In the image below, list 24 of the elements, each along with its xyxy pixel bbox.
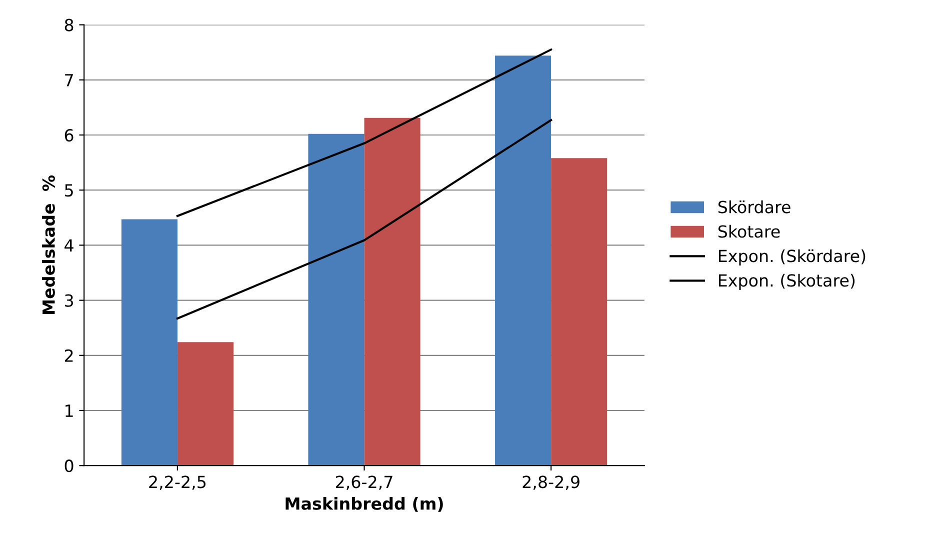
y-tick-label: 0 bbox=[64, 460, 74, 472]
y-tick-label: 8 bbox=[64, 18, 74, 32]
y-axis-title: Medelskade % bbox=[42, 175, 55, 314]
bar bbox=[495, 56, 552, 466]
bar bbox=[364, 118, 420, 466]
y-tick-label: 7 bbox=[65, 74, 73, 86]
y-tick-label: 4 bbox=[64, 239, 74, 252]
legend-label: Expon. (Skördare) bbox=[718, 249, 866, 266]
y-tick-label: 6 bbox=[64, 128, 74, 142]
x-tick-label: 2,8-2,9 bbox=[522, 476, 580, 490]
y-tick-label: 5 bbox=[65, 184, 73, 197]
x-axis-title: Maskinbredd (m) bbox=[286, 497, 443, 512]
y-tick-label: 1 bbox=[66, 404, 73, 417]
y-tick-label: 2 bbox=[64, 349, 73, 362]
y-tick-label: 3 bbox=[65, 294, 73, 307]
legend-label: Skördare bbox=[718, 200, 790, 214]
bar bbox=[551, 158, 608, 466]
bar bbox=[121, 219, 178, 466]
bar bbox=[177, 342, 234, 466]
x-tick-label: 2,2-2,5 bbox=[149, 476, 206, 490]
legend-label: Expon. (Skotare) bbox=[718, 274, 855, 290]
bar bbox=[308, 134, 364, 466]
x-tick-label: 2,6-2,7 bbox=[336, 476, 392, 490]
legend-label: Skotare bbox=[718, 224, 780, 238]
